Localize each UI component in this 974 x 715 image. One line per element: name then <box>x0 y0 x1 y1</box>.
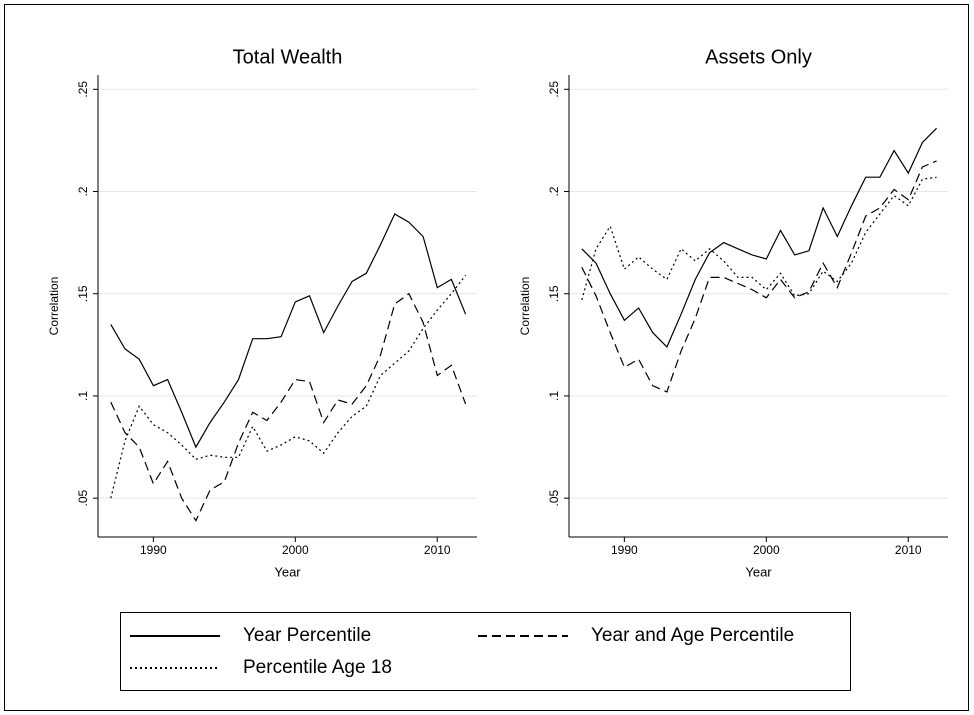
panel-title: Total Wealth <box>233 46 343 68</box>
y-tick-label: .05 <box>547 489 561 506</box>
series-line <box>581 160 937 393</box>
legend-label: Year and Age Percentile <box>591 625 794 646</box>
x-axis-label: Year <box>745 564 772 579</box>
series-line <box>581 176 937 301</box>
outer-frame <box>4 4 969 711</box>
y-tick-label: .1 <box>547 391 561 401</box>
y-tick-label: .2 <box>547 186 561 196</box>
legend-label: Year Percentile <box>243 625 371 646</box>
y-tick-label: .1 <box>76 391 90 401</box>
legend-label: Percentile Age 18 <box>243 657 392 678</box>
y-tick-label: .15 <box>547 285 561 302</box>
y-axis-label: Correlation <box>518 277 532 336</box>
legend-box <box>120 612 851 691</box>
x-tick-label: 2000 <box>753 543 780 557</box>
x-tick-label: 2010 <box>895 543 922 557</box>
y-axis-label: Correlation <box>47 277 61 336</box>
series-line <box>581 127 938 348</box>
x-tick-label: 2010 <box>424 543 451 557</box>
y-tick-label: .25 <box>76 81 90 98</box>
x-tick-label: 1990 <box>140 543 167 557</box>
y-tick-label: .05 <box>76 489 90 506</box>
y-tick-label: .15 <box>76 285 90 302</box>
x-axis-label: Year <box>274 564 301 579</box>
x-tick-label: 1990 <box>611 543 638 557</box>
y-tick-label: .2 <box>76 186 90 196</box>
panel-title: Assets Only <box>705 46 812 68</box>
x-tick-label: 2000 <box>282 543 309 557</box>
y-tick-label: .25 <box>547 81 561 98</box>
series-line <box>110 213 467 449</box>
series-line <box>110 292 467 522</box>
